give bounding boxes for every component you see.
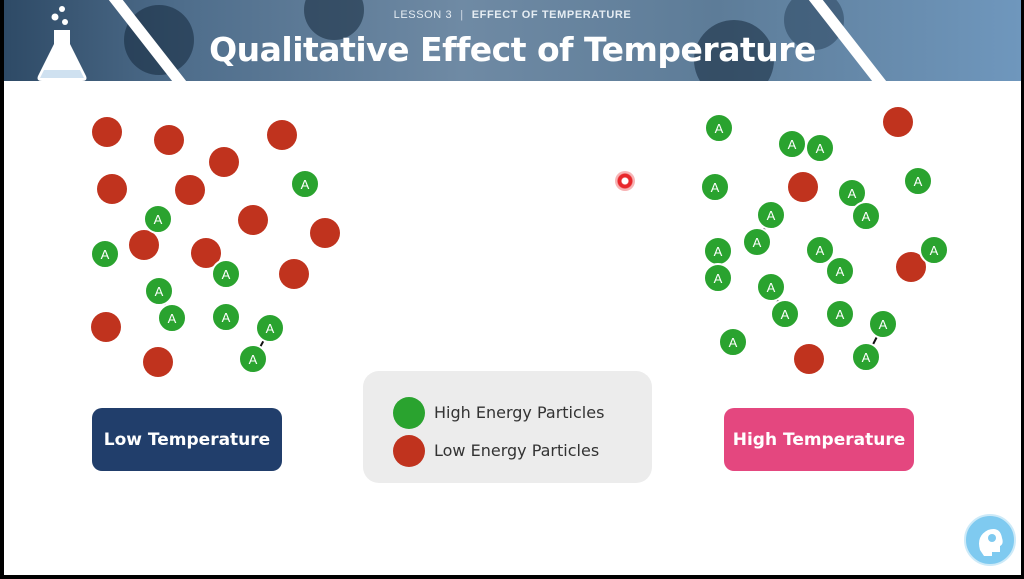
low-energy-particle [91,312,121,342]
low-energy-particle [143,347,173,377]
low-energy-legend-dot [393,435,425,467]
low-energy-particle [175,175,205,205]
high-energy-particle: A [825,299,855,329]
high-energy-particle: A [255,313,285,343]
high-energy-particle: A [919,235,949,265]
low-energy-particle [883,107,913,137]
high-energy-particle: A [143,204,173,234]
high-energy-particle: A [825,256,855,286]
low-energy-particle [238,205,268,235]
low-energy-particle [794,344,824,374]
low-energy-particle [788,172,818,202]
high-energy-particle: A [703,263,733,293]
high-temperature-label: High Temperature [724,408,914,471]
high-energy-particle: A [718,327,748,357]
high-energy-particle: A [211,302,241,332]
slide-header: LESSON 3 | EFFECT OF TEMPERATURE Qualitati… [4,0,1021,81]
flask-icon [37,6,87,81]
high-energy-particle: A [704,113,734,143]
high-energy-particle: A [742,227,772,257]
legend: High Energy Particles Low Energy Particl… [363,371,652,483]
lesson-topic: EFFECT OF TEMPERATURE [471,9,632,21]
header-decor [694,20,774,81]
low-energy-particle [279,259,309,289]
high-energy-legend-dot [393,397,425,429]
low-energy-legend-label: Low Energy Particles [434,441,600,460]
low-energy-particle [154,125,184,155]
page-title: Qualitative Effect of Temperature [209,30,816,69]
low-energy-particle [267,120,297,150]
breadcrumb-separator: | [460,9,464,21]
high-energy-particle: A [144,276,174,306]
low-energy-particle [310,218,340,248]
high-energy-particle: A [868,309,898,339]
slide: LESSON 3 | EFFECT OF TEMPERATURE Qualitati… [4,0,1021,575]
high-energy-particle: A [238,344,268,374]
low-energy-particle [209,147,239,177]
high-energy-particle: A [756,200,786,230]
low-energy-particle [129,230,159,260]
high-energy-particle: A [777,129,807,159]
high-energy-particle: A [756,272,786,302]
high-energy-particle: A [903,166,933,196]
high-energy-particle: A [700,172,730,202]
high-energy-particle: A [290,169,320,199]
high-energy-particle: A [90,239,120,269]
low-energy-particle [92,117,122,147]
high-energy-particle: A [157,303,187,333]
lesson-number: LESSON 3 [393,9,453,21]
high-energy-particle: A [211,259,241,289]
high-energy-particle: A [851,201,881,231]
high-energy-particle: A [770,299,800,329]
high-energy-particle: A [805,133,835,163]
low-energy-particle [97,174,127,204]
high-energy-legend-label: High Energy Particles [434,403,605,422]
high-energy-particle: A [703,236,733,266]
assistant-head-icon[interactable] [964,514,1016,566]
low-temperature-label: Low Temperature [92,408,282,471]
lesson-breadcrumb: LESSON 3 | EFFECT OF TEMPERATURE [4,9,1021,21]
high-energy-particle: A [851,342,881,372]
cursor-indicator [615,171,635,191]
